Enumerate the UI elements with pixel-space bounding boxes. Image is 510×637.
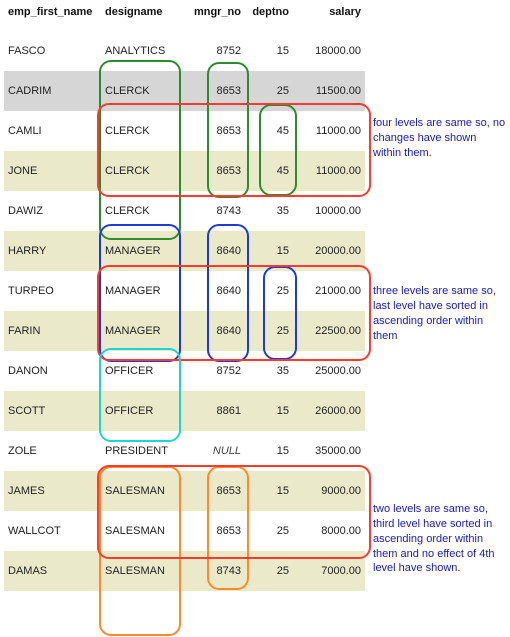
table-cell: FASCO [4, 31, 101, 72]
table-cell: SALESMAN [101, 551, 183, 591]
col-salary: salary [293, 4, 365, 31]
table-cell: 26000.00 [293, 391, 365, 431]
col-mngr_no: mngr_no [183, 4, 245, 31]
table-cell: DAWIZ [4, 191, 101, 231]
table-cell: 10000.00 [293, 191, 365, 231]
table-cell: 8000.00 [293, 511, 365, 551]
table-row: CADRIMCLERCK86532511500.00 [4, 71, 365, 111]
col-designame: designame [101, 4, 183, 31]
table-cell: 11000.00 [293, 151, 365, 191]
table-row: FARINMANAGER86402522500.00 [4, 311, 365, 351]
table-cell: 15 [245, 431, 293, 471]
table-cell: 8752 [183, 31, 245, 72]
table-cell: 15 [245, 31, 293, 72]
table-cell: 18000.00 [293, 31, 365, 72]
table-cell: JONE [4, 151, 101, 191]
table-cell: 15 [245, 471, 293, 511]
table-cell: 25 [245, 511, 293, 551]
table-cell: 15 [245, 391, 293, 431]
table-cell: 11500.00 [293, 71, 365, 111]
table-cell: NULL [183, 431, 245, 471]
table-cell: 8653 [183, 471, 245, 511]
table-cell: 25 [245, 71, 293, 111]
table-cell: 9000.00 [293, 471, 365, 511]
table-row: SCOTTOFFICER88611526000.00 [4, 391, 365, 431]
table-cell: OFFICER [101, 351, 183, 391]
table-cell: 8640 [183, 271, 245, 311]
table-row: TURPEOMANAGER86402521000.00 [4, 271, 365, 311]
table-cell: JAMES [4, 471, 101, 511]
table-cell: 25 [245, 271, 293, 311]
table-row: ZOLEPRESIDENTNULL1535000.00 [4, 431, 365, 471]
table-row: CAMLICLERCK86534511000.00 [4, 111, 365, 151]
table-row: JAMESSALESMAN8653159000.00 [4, 471, 365, 511]
table-cell: MANAGER [101, 311, 183, 351]
table-cell: 8640 [183, 311, 245, 351]
annotation-note-3: two levels are same so, third level have… [373, 502, 507, 576]
table-cell: PRESIDENT [101, 431, 183, 471]
table-cell: 45 [245, 151, 293, 191]
col-deptno: deptno [245, 4, 293, 31]
employee-table: emp_first_name designame mngr_no deptno … [4, 4, 365, 591]
table-cell: 35000.00 [293, 431, 365, 471]
table-cell: 8653 [183, 511, 245, 551]
table-row: DANONOFFICER87523525000.00 [4, 351, 365, 391]
table-row: DAWIZCLERCK87433510000.00 [4, 191, 365, 231]
table-cell: 25 [245, 551, 293, 591]
table-cell: SALESMAN [101, 511, 183, 551]
table-cell: FARIN [4, 311, 101, 351]
table-cell: 8653 [183, 71, 245, 111]
table-cell: 35 [245, 351, 293, 391]
table-cell: CLERCK [101, 191, 183, 231]
annotation-note-1: four levels are same so, no changes have… [373, 116, 507, 161]
table-row: JONECLERCK86534511000.00 [4, 151, 365, 191]
table-cell: 15 [245, 231, 293, 271]
table-cell: 8653 [183, 151, 245, 191]
table-cell: 25 [245, 311, 293, 351]
table-cell: 45 [245, 111, 293, 151]
table-cell: TURPEO [4, 271, 101, 311]
table-cell: DANON [4, 351, 101, 391]
table-cell: 8653 [183, 111, 245, 151]
table-cell: 11000.00 [293, 111, 365, 151]
table-cell: DAMAS [4, 551, 101, 591]
table-cell: 7000.00 [293, 551, 365, 591]
table-cell: CADRIM [4, 71, 101, 111]
table-cell: OFFICER [101, 391, 183, 431]
table-row: FASCOANALYTICS87521518000.00 [4, 31, 365, 72]
table-cell: ANALYTICS [101, 31, 183, 72]
table-body: FASCOANALYTICS87521518000.00CADRIMCLERCK… [4, 31, 365, 592]
table-cell: SCOTT [4, 391, 101, 431]
table-cell: SALESMAN [101, 471, 183, 511]
canvas: emp_first_name designame mngr_no deptno … [0, 0, 510, 637]
table-row: DAMASSALESMAN8743257000.00 [4, 551, 365, 591]
table-cell: 8743 [183, 551, 245, 591]
table-cell: MANAGER [101, 271, 183, 311]
table-cell: 8743 [183, 191, 245, 231]
table-cell: 25000.00 [293, 351, 365, 391]
table-cell: CAMLI [4, 111, 101, 151]
table-cell: MANAGER [101, 231, 183, 271]
table-cell: 21000.00 [293, 271, 365, 311]
table-cell: 22500.00 [293, 311, 365, 351]
table-cell: CLERCK [101, 111, 183, 151]
table-cell: 8861 [183, 391, 245, 431]
table-cell: 20000.00 [293, 231, 365, 271]
table-cell: ZOLE [4, 431, 101, 471]
table-cell: WALLCOT [4, 511, 101, 551]
table-header-row: emp_first_name designame mngr_no deptno … [4, 4, 365, 31]
table-cell: CLERCK [101, 151, 183, 191]
table-cell: 35 [245, 191, 293, 231]
table-cell: CLERCK [101, 71, 183, 111]
table-row: HARRYMANAGER86401520000.00 [4, 231, 365, 271]
col-emp_first_name: emp_first_name [4, 4, 101, 31]
table-cell: 8752 [183, 351, 245, 391]
table-cell: 8640 [183, 231, 245, 271]
annotation-note-2: three levels are same so, last level hav… [373, 284, 507, 343]
table-row: WALLCOTSALESMAN8653258000.00 [4, 511, 365, 551]
table-cell: HARRY [4, 231, 101, 271]
